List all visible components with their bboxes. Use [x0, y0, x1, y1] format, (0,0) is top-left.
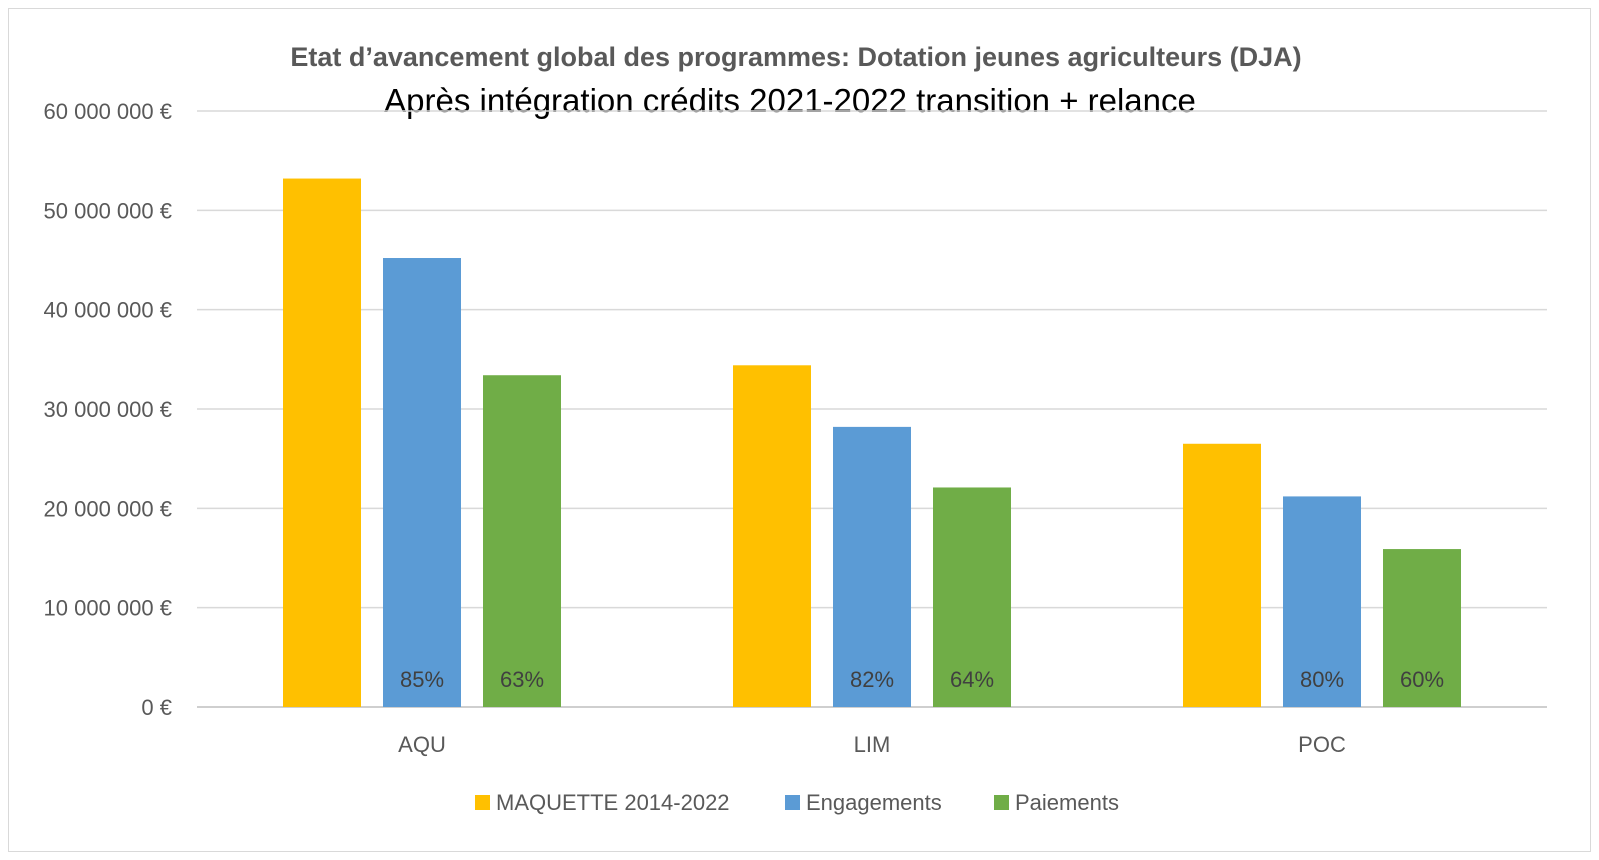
x-tick-label: POC [1298, 732, 1346, 757]
x-axis-tick-labels: AQU LIM POC [398, 732, 1346, 757]
bar-poc-1 [1283, 496, 1361, 707]
chart-subtitle: Après intégration crédits 2021-2022 tran… [384, 82, 1196, 119]
data-label: 80% [1300, 667, 1344, 692]
bar-aqu-0 [283, 178, 361, 708]
legend: MAQUETTE 2014-2022 Engagements Paiements [475, 790, 1119, 815]
y-tick-label: 10 000 000 € [44, 596, 172, 621]
bars [283, 178, 1461, 708]
bar-chart: Etat d’avancement global des programmes:… [44, 42, 1547, 815]
chart-frame: Etat d’avancement global des programmes:… [8, 8, 1591, 852]
bar-lim-1 [833, 426, 911, 707]
data-labels: 85% 63% 82% 64% 80% 60% [400, 667, 1444, 692]
legend-label: MAQUETTE 2014-2022 [496, 790, 730, 815]
legend-swatch [994, 795, 1009, 810]
bar-aqu-2 [483, 375, 561, 707]
bar-aqu-1 [383, 258, 461, 707]
y-tick-label: 20 000 000 € [44, 496, 172, 521]
bar-poc-2 [1383, 549, 1461, 707]
legend-swatch [475, 795, 490, 810]
data-label: 60% [1400, 667, 1444, 692]
bar-poc-0 [1183, 443, 1261, 707]
chart-title: Etat d’avancement global des programmes:… [290, 42, 1301, 72]
y-axis-tick-labels: 0 € 10 000 000 € 20 000 000 € 30 000 000 € 4… [44, 99, 172, 720]
y-tick-label: 50 000 000 € [44, 198, 172, 223]
x-tick-label: AQU [398, 732, 446, 757]
y-tick-label: 0 € [141, 695, 172, 720]
bar-lim-2 [933, 487, 1011, 707]
y-tick-label: 40 000 000 € [44, 298, 172, 323]
data-label: 63% [500, 667, 544, 692]
y-tick-label: 60 000 000 € [44, 99, 172, 124]
legend-swatch [785, 795, 800, 810]
x-tick-label: LIM [854, 732, 891, 757]
y-tick-label: 30 000 000 € [44, 397, 172, 422]
data-label: 85% [400, 667, 444, 692]
legend-label: Paiements [1015, 790, 1119, 815]
bar-lim-0 [733, 365, 811, 707]
data-label: 82% [850, 667, 894, 692]
legend-label: Engagements [806, 790, 942, 815]
data-label: 64% [950, 667, 994, 692]
